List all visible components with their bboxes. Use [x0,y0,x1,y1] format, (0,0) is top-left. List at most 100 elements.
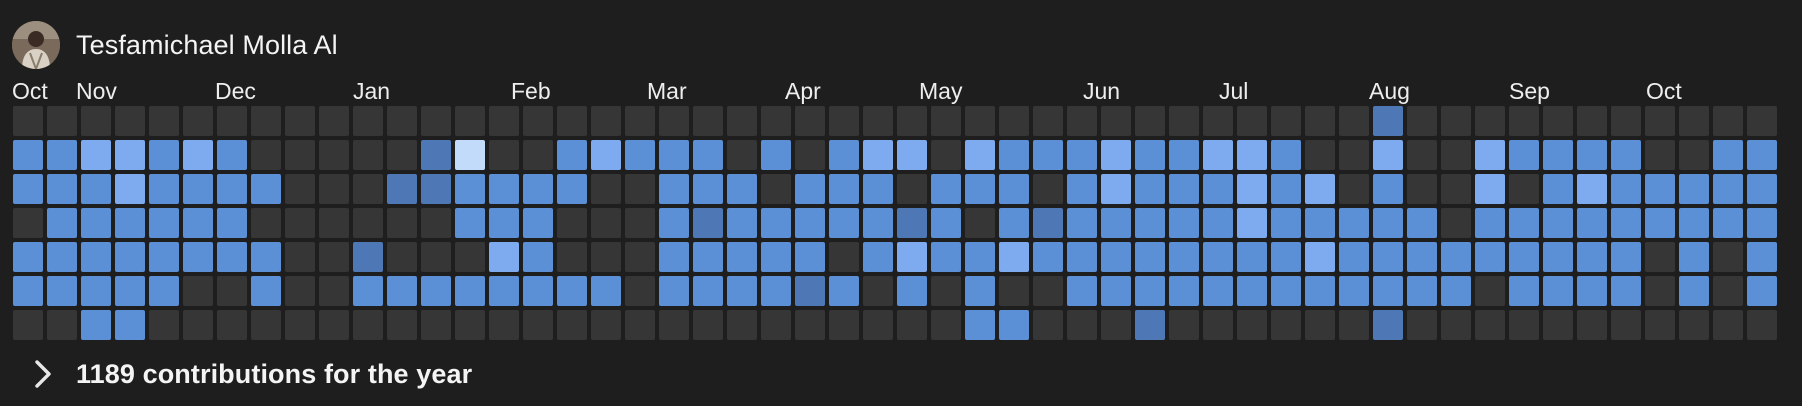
contribution-cell[interactable] [1679,242,1709,272]
contribution-cell[interactable] [183,174,213,204]
contribution-cell[interactable] [81,310,111,340]
contribution-cell[interactable] [1339,276,1369,306]
contribution-cell[interactable] [421,140,451,170]
contribution-cell[interactable] [1339,310,1369,340]
avatar[interactable] [12,21,60,69]
contribution-cell[interactable] [455,140,485,170]
contribution-cell[interactable] [1101,310,1131,340]
contribution-cell[interactable] [251,208,281,238]
contribution-cell[interactable] [897,310,927,340]
contribution-cell[interactable] [1475,310,1505,340]
contribution-cell[interactable] [1509,106,1539,136]
contribution-cell[interactable] [863,140,893,170]
contribution-cell[interactable] [931,310,961,340]
contribution-cell[interactable] [115,174,145,204]
contribution-cell[interactable] [1543,174,1573,204]
contribution-cell[interactable] [489,242,519,272]
contribution-cell[interactable] [1373,276,1403,306]
contribution-cell[interactable] [1543,208,1573,238]
contribution-cell[interactable] [625,140,655,170]
contribution-cell[interactable] [1713,174,1743,204]
contribution-cell[interactable] [965,140,995,170]
contribution-cell[interactable] [1577,242,1607,272]
contribution-cell[interactable] [1577,140,1607,170]
contribution-cell[interactable] [795,242,825,272]
contribution-cell[interactable] [1135,310,1165,340]
contribution-cell[interactable] [829,276,859,306]
contribution-cell[interactable] [1713,310,1743,340]
contribution-cell[interactable] [1543,242,1573,272]
contribution-cell[interactable] [285,208,315,238]
contribution-cell[interactable] [523,310,553,340]
contribution-cell[interactable] [897,140,927,170]
contribution-cell[interactable] [183,208,213,238]
contribution-cell[interactable] [999,140,1029,170]
contribution-cell[interactable] [897,174,927,204]
contribution-cell[interactable] [1271,174,1301,204]
contribution-cell[interactable] [115,310,145,340]
contribution-cell[interactable] [183,106,213,136]
contribution-cell[interactable] [1305,208,1335,238]
contributions-summary[interactable]: 1189 contributions for the year [28,356,472,392]
contribution-cell[interactable] [1407,208,1437,238]
contribution-cell[interactable] [1237,310,1267,340]
contribution-cell[interactable] [523,242,553,272]
contribution-cell[interactable] [149,242,179,272]
contribution-cell[interactable] [999,242,1029,272]
contribution-cell[interactable] [455,208,485,238]
contribution-cell[interactable] [1543,310,1573,340]
contribution-cell[interactable] [1679,310,1709,340]
contribution-cell[interactable] [1135,208,1165,238]
contribution-cell[interactable] [387,276,417,306]
contribution-cell[interactable] [1237,106,1267,136]
contribution-cell[interactable] [523,276,553,306]
contribution-cell[interactable] [931,106,961,136]
contribution-cell[interactable] [149,106,179,136]
contribution-cell[interactable] [897,242,927,272]
contribution-cell[interactable] [1067,140,1097,170]
contribution-cell[interactable] [285,106,315,136]
contribution-cell[interactable] [795,174,825,204]
contribution-cell[interactable] [625,242,655,272]
contribution-cell[interactable] [1373,174,1403,204]
contribution-cell[interactable] [183,140,213,170]
contribution-cell[interactable] [285,140,315,170]
contribution-cell[interactable] [1543,140,1573,170]
contribution-cell[interactable] [523,106,553,136]
contribution-cell[interactable] [1747,242,1777,272]
contribution-cell[interactable] [693,242,723,272]
contribution-cell[interactable] [557,174,587,204]
contribution-cell[interactable] [1509,208,1539,238]
contribution-cell[interactable] [81,140,111,170]
contribution-cell[interactable] [1509,310,1539,340]
contribution-cell[interactable] [1645,242,1675,272]
contribution-cell[interactable] [1475,106,1505,136]
contribution-cell[interactable] [1475,174,1505,204]
contribution-cell[interactable] [523,208,553,238]
contribution-cell[interactable] [1305,242,1335,272]
contribution-cell[interactable] [115,242,145,272]
contribution-cell[interactable] [1441,140,1471,170]
contribution-cell[interactable] [1679,106,1709,136]
contribution-cell[interactable] [931,276,961,306]
contribution-cell[interactable] [1373,242,1403,272]
contribution-cell[interactable] [591,276,621,306]
contribution-cell[interactable] [1271,242,1301,272]
contribution-cell[interactable] [761,242,791,272]
contribution-cell[interactable] [47,310,77,340]
contribution-cell[interactable] [1169,174,1199,204]
contribution-cell[interactable] [761,174,791,204]
contribution-cell[interactable] [523,140,553,170]
contribution-cell[interactable] [1305,174,1335,204]
contribution-cell[interactable] [1441,310,1471,340]
contribution-cell[interactable] [1339,174,1369,204]
contribution-cell[interactable] [489,208,519,238]
contribution-cell[interactable] [1747,310,1777,340]
contribution-cell[interactable] [931,174,961,204]
contribution-cell[interactable] [693,106,723,136]
contribution-cell[interactable] [659,242,689,272]
contribution-cell[interactable] [1067,276,1097,306]
contribution-cell[interactable] [1339,242,1369,272]
contribution-cell[interactable] [1611,106,1641,136]
contribution-cell[interactable] [1135,140,1165,170]
